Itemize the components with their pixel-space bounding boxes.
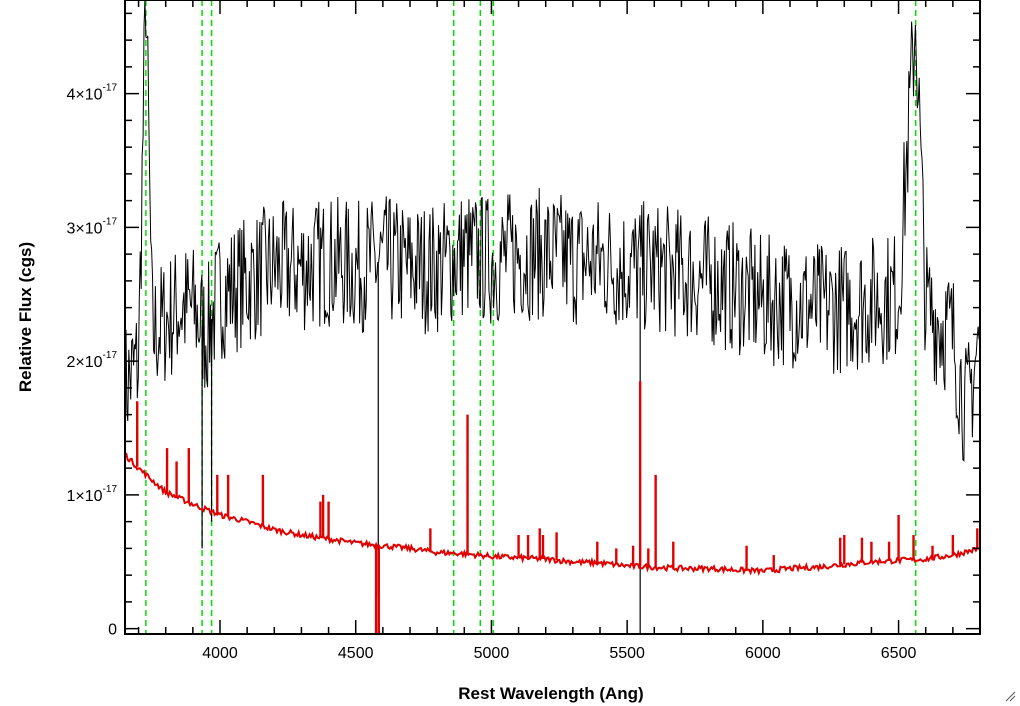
y-tick-exponent: -17 [103,216,118,227]
y-tick-mantissa: 1×10 [67,488,103,505]
x-tick-label: 6500 [881,645,917,662]
x-tick-label: 6000 [745,645,781,662]
y-tick-mantissa: 0 [108,622,117,639]
y-axis-title: Relative Flux (cgs) [16,242,35,392]
x-axis-ticks: 4000 4500 5000 5500 6000 6500 [137,0,981,662]
observed-spectrum-line [124,0,981,462]
emission-line-markers [145,0,917,634]
y-tick-label: 2×10-17 [67,350,118,371]
model-spectrum-line [124,452,981,577]
y-tick-label: 3×10-17 [67,216,118,237]
y-tick-label: 4×10-17 [67,83,118,104]
resize-grip-icon[interactable] [1004,690,1016,702]
y-axis-ticks: 01×10-172×10-173×10-174×10-17 [67,12,980,639]
x-tick-label: 4500 [338,645,374,662]
y-tick-exponent: -17 [103,83,118,94]
y-tick-mantissa: 2×10 [67,354,103,371]
x-axis-title: Rest Wavelength (Ang) [458,684,643,703]
y-tick-label: 0 [108,622,117,639]
y-tick-exponent: -17 [103,484,118,495]
series-layer [124,0,981,634]
x-tick-label: 5000 [474,645,510,662]
x-tick-label: 4000 [202,645,238,662]
y-tick-mantissa: 4×10 [67,87,103,104]
y-tick-exponent: -17 [103,350,118,361]
y-tick-mantissa: 3×10 [67,220,103,237]
x-tick-label: 5500 [609,645,645,662]
y-tick-label: 1×10-17 [67,484,118,505]
plot-frame [124,0,981,635]
